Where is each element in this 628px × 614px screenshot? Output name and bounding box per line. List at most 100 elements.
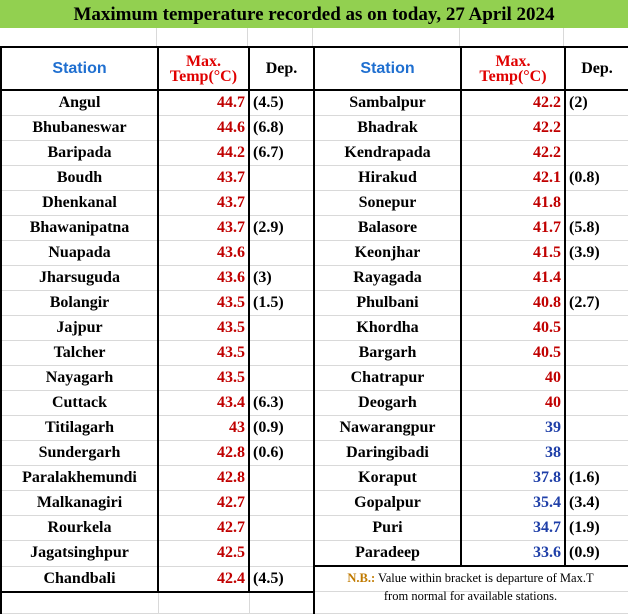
- departure-cell: [248, 515, 315, 541]
- station-cell: Paradeep: [313, 540, 462, 567]
- station-cell: Nawarangpur: [313, 415, 462, 441]
- max-temp-cell: 35.4: [460, 490, 566, 516]
- table-row: Sundergarh 42.8 (0.6) Daringibadi 38: [0, 440, 628, 466]
- departure-cell: [564, 265, 628, 291]
- header-dep-right: Dep.: [564, 46, 628, 91]
- departure-cell: [564, 390, 628, 416]
- header-station-right: Station: [313, 46, 462, 91]
- station-cell: Balasore: [313, 215, 462, 241]
- max-temp-cell: 40.5: [460, 340, 566, 366]
- departure-cell: (3.4): [564, 490, 628, 516]
- footnote-cell: [313, 565, 628, 592]
- max-temp-cell: 43: [157, 415, 250, 441]
- station-cell: Jharsuguda: [0, 265, 159, 291]
- max-temp-cell: 42.7: [157, 490, 250, 516]
- station-cell: Sundergarh: [0, 440, 159, 466]
- max-temp-cell: 44.7: [157, 89, 250, 116]
- departure-cell: (4.5): [248, 89, 315, 116]
- station-cell: Chatrapur: [313, 365, 462, 391]
- station-cell: Boudh: [0, 165, 159, 191]
- max-temp-cell: 34.7: [460, 515, 566, 541]
- station-cell: Bargarh: [313, 340, 462, 366]
- table-row: Jharsuguda 43.6 (3) Rayagada 41.4: [0, 265, 628, 291]
- station-cell: Gopalpur: [313, 490, 462, 516]
- departure-cell: [564, 365, 628, 391]
- max-temp-cell: 42.4: [157, 565, 250, 593]
- header-max-line1: Max.: [185, 52, 222, 70]
- max-temp-cell: 42.1: [460, 165, 566, 191]
- empty-cell: [157, 591, 250, 614]
- station-cell: Titilagarh: [0, 415, 159, 441]
- station-cell: Keonjhar: [313, 240, 462, 266]
- table-row: Dhenkanal 43.7 Sonepur 41.8: [0, 190, 628, 216]
- departure-cell: [248, 540, 315, 567]
- max-temp-cell: 43.7: [157, 215, 250, 241]
- max-temp-cell: 41.7: [460, 215, 566, 241]
- station-cell: Dhenkanal: [0, 190, 159, 216]
- max-temp-cell: 43.5: [157, 315, 250, 341]
- station-cell: Bhubaneswar: [0, 115, 159, 141]
- max-temp-cell: 42.5: [157, 540, 250, 567]
- max-temp-cell: 42.8: [157, 465, 250, 491]
- header-row: Station Max. Temp(°C) Dep. Station Max. Te…: [0, 46, 628, 91]
- departure-cell: (6.3): [248, 390, 315, 416]
- departure-cell: (3.9): [564, 240, 628, 266]
- table-row: Bolangir 43.5 (1.5) Phulbani 40.8 (2.7): [0, 290, 628, 316]
- spacer-row: [0, 28, 628, 46]
- departure-cell: (4.5): [248, 565, 315, 593]
- departure-cell: [248, 315, 315, 341]
- max-temp-cell: 43.7: [157, 190, 250, 216]
- departure-cell: [248, 190, 315, 216]
- table-row: Bhubaneswar 44.6 (6.8) Bhadrak 42.2: [0, 115, 628, 141]
- station-cell: Talcher: [0, 340, 159, 366]
- max-temp-cell: 43.6: [157, 265, 250, 291]
- station-cell: Rourkela: [0, 515, 159, 541]
- station-cell: Phulbani: [313, 290, 462, 316]
- max-temp-cell: 40: [460, 365, 566, 391]
- empty-cell: [248, 591, 315, 614]
- station-cell: Malkanagiri: [0, 490, 159, 516]
- station-cell: Paralakhemundi: [0, 465, 159, 491]
- departure-cell: (0.9): [248, 415, 315, 441]
- header-max-line2: Temp(°C): [169, 67, 238, 85]
- max-temp-cell: 41.5: [460, 240, 566, 266]
- station-cell: Puri: [313, 515, 462, 541]
- table-row: Titilagarh 43 (0.9) Nawarangpur 39: [0, 415, 628, 441]
- departure-cell: (1.5): [248, 290, 315, 316]
- footnote-line2: from normal for available stations.: [383, 589, 558, 603]
- max-temp-cell: 40.5: [460, 315, 566, 341]
- header-max-right: Max. Temp(°C): [460, 46, 566, 91]
- empty-cell: [0, 591, 159, 614]
- max-temp-cell: 33.6: [460, 540, 566, 567]
- table-row: Bhawanipatna 43.7 (2.9) Balasore 41.7 (5.8): [0, 215, 628, 241]
- table-row: Nuapada 43.6 Keonjhar 41.5 (3.9): [0, 240, 628, 266]
- departure-cell: (5.8): [564, 215, 628, 241]
- table-row: Cuttack 43.4 (6.3) Deogarh 40: [0, 390, 628, 416]
- table-row: Malkanagiri 42.7 Gopalpur 35.4 (3.4): [0, 490, 628, 516]
- max-temp-cell: 39: [460, 415, 566, 441]
- table-row: [0, 591, 628, 614]
- departure-cell: [248, 490, 315, 516]
- departure-cell: [564, 315, 628, 341]
- station-cell: Bolangir: [0, 290, 159, 316]
- sheet-title: Maximum temperature recorded as on today…: [0, 0, 628, 28]
- departure-cell: [564, 340, 628, 366]
- station-cell: Kendrapada: [313, 140, 462, 166]
- departure-cell: (6.7): [248, 140, 315, 166]
- station-cell: Sambalpur: [313, 89, 462, 116]
- station-cell: Sonepur: [313, 190, 462, 216]
- departure-cell: (0.6): [248, 440, 315, 466]
- table-row: Nayagarh 43.5 Chatrapur 40: [0, 365, 628, 391]
- max-temp-cell: 44.2: [157, 140, 250, 166]
- departure-cell: (6.8): [248, 115, 315, 141]
- departure-cell: (1.6): [564, 465, 628, 491]
- station-cell: Bhadrak: [313, 115, 462, 141]
- departure-cell: (2.7): [564, 290, 628, 316]
- station-cell: Bhawanipatna: [0, 215, 159, 241]
- footnote: N.B.: Value within bracket is departure …: [313, 567, 628, 612]
- table-row: Baripada 44.2 (6.7) Kendrapada 42.2: [0, 140, 628, 166]
- station-cell: Jagatsinghpur: [0, 540, 159, 567]
- departure-cell: [248, 340, 315, 366]
- station-cell: Jajpur: [0, 315, 159, 341]
- header-dep-left: Dep.: [248, 46, 315, 91]
